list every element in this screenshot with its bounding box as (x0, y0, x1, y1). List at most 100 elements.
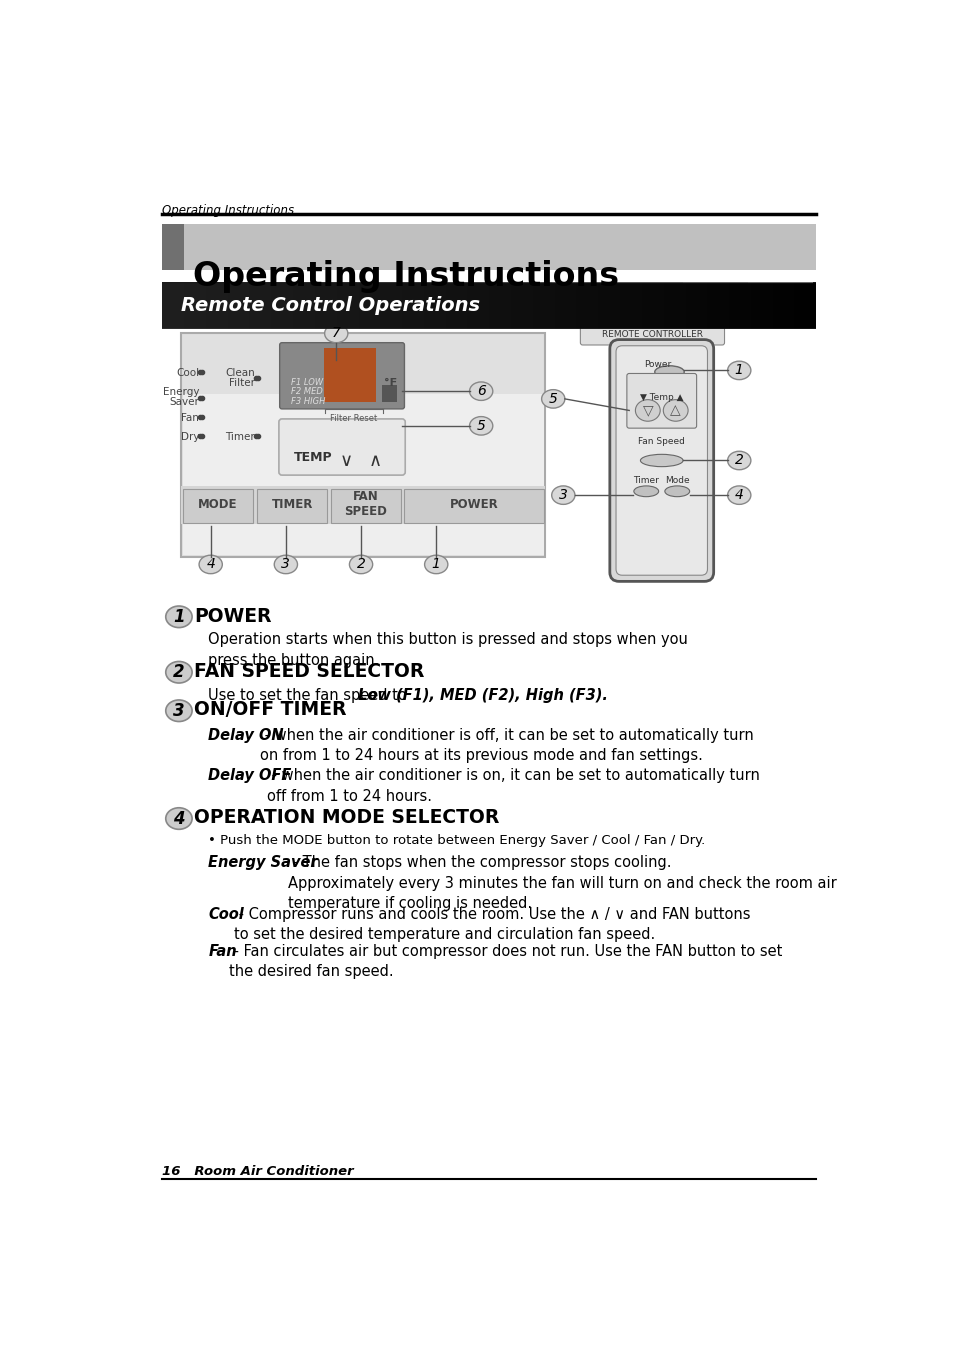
Text: TEMP: TEMP (294, 451, 332, 465)
FancyBboxPatch shape (609, 339, 713, 581)
FancyBboxPatch shape (552, 282, 617, 308)
Ellipse shape (635, 399, 659, 421)
Text: 5: 5 (476, 418, 485, 433)
FancyBboxPatch shape (617, 282, 682, 308)
Text: POWER: POWER (450, 498, 498, 511)
FancyBboxPatch shape (356, 282, 422, 308)
Ellipse shape (664, 485, 689, 496)
Text: △: △ (670, 403, 680, 417)
Text: Mode: Mode (664, 476, 689, 485)
Text: Energy Saver: Energy Saver (208, 856, 317, 871)
Text: ∧: ∧ (369, 452, 381, 470)
FancyBboxPatch shape (404, 489, 543, 522)
Text: Clean: Clean (225, 368, 254, 379)
Text: - when the air conditioner is off, it can be set to automatically turn
on from 1: - when the air conditioner is off, it ca… (260, 727, 753, 763)
Text: REMOTE CONTROLLER: REMOTE CONTROLLER (601, 331, 702, 339)
FancyBboxPatch shape (278, 418, 405, 476)
Ellipse shape (727, 451, 750, 470)
Text: MODE: MODE (198, 498, 237, 511)
Text: 4: 4 (206, 558, 215, 571)
Text: 5: 5 (548, 392, 558, 406)
Ellipse shape (469, 417, 493, 435)
Text: 1: 1 (734, 364, 743, 377)
Text: - when the air conditioner is on, it can be set to automatically turn
off from 1: - when the air conditioner is on, it can… (267, 768, 760, 804)
FancyBboxPatch shape (279, 343, 404, 409)
Text: Fan: Fan (181, 413, 199, 422)
FancyBboxPatch shape (181, 334, 545, 556)
Text: Power: Power (643, 361, 671, 369)
Text: Fan Speed: Fan Speed (638, 437, 684, 447)
Text: 1: 1 (172, 608, 185, 626)
Text: POWER: POWER (194, 607, 272, 626)
Ellipse shape (349, 555, 373, 574)
Text: Use to set the fan speed to: Use to set the fan speed to (208, 688, 412, 703)
Text: Fan: Fan (208, 945, 236, 960)
Ellipse shape (166, 700, 192, 722)
Ellipse shape (199, 555, 222, 574)
Ellipse shape (633, 485, 658, 496)
Text: ∨: ∨ (340, 452, 353, 470)
Ellipse shape (166, 808, 192, 830)
FancyBboxPatch shape (626, 373, 696, 428)
Text: 2: 2 (356, 558, 365, 571)
Text: Timer: Timer (633, 476, 659, 485)
Text: 2: 2 (172, 663, 185, 681)
Ellipse shape (639, 454, 682, 466)
FancyBboxPatch shape (162, 224, 183, 271)
Ellipse shape (166, 662, 192, 684)
FancyBboxPatch shape (579, 325, 723, 344)
Text: 3: 3 (281, 558, 290, 571)
FancyBboxPatch shape (257, 489, 327, 522)
Ellipse shape (662, 399, 687, 421)
Text: 7: 7 (332, 327, 340, 340)
FancyBboxPatch shape (616, 346, 707, 576)
Text: F3 HIGH: F3 HIGH (291, 396, 325, 406)
Text: Low (F1), MED (F2), High (F3).: Low (F1), MED (F2), High (F3). (357, 688, 607, 703)
FancyBboxPatch shape (747, 282, 812, 308)
Text: F2 MED: F2 MED (291, 387, 323, 396)
Text: Operating Instructions: Operating Instructions (162, 204, 294, 217)
FancyBboxPatch shape (487, 282, 552, 308)
Text: ▽: ▽ (641, 403, 653, 417)
Text: 2: 2 (734, 454, 743, 468)
Text: Cool: Cool (175, 368, 199, 379)
Text: FAN
SPEED: FAN SPEED (344, 491, 387, 518)
Ellipse shape (469, 381, 493, 401)
Text: Remote Control Operations: Remote Control Operations (181, 297, 480, 316)
Text: 3: 3 (172, 701, 185, 720)
Text: OPERATION MODE SELECTOR: OPERATION MODE SELECTOR (194, 808, 499, 827)
FancyBboxPatch shape (227, 282, 292, 308)
Ellipse shape (551, 485, 575, 504)
Text: Filter: Filter (229, 379, 254, 388)
Ellipse shape (424, 555, 447, 574)
Text: Saver: Saver (169, 398, 199, 407)
Text: 4: 4 (172, 809, 185, 827)
Ellipse shape (727, 485, 750, 504)
Text: • Push the MODE button to rotate between Energy Saver / Cool / Fan / Dry.: • Push the MODE button to rotate between… (208, 834, 705, 848)
Text: Operating Instructions: Operating Instructions (193, 260, 618, 294)
Text: FAN SPEED SELECTOR: FAN SPEED SELECTOR (194, 662, 424, 681)
FancyBboxPatch shape (162, 282, 815, 308)
FancyBboxPatch shape (381, 385, 397, 402)
Text: Delay ON: Delay ON (208, 727, 284, 742)
Text: Timer: Timer (225, 432, 254, 442)
Text: TIMER: TIMER (271, 498, 313, 511)
Text: Filter Reset: Filter Reset (330, 414, 377, 424)
FancyBboxPatch shape (183, 489, 253, 522)
Ellipse shape (324, 324, 348, 343)
Text: Cool: Cool (208, 908, 244, 923)
Text: Delay OFF: Delay OFF (208, 768, 292, 783)
Text: ▼ Temp ▲: ▼ Temp ▲ (639, 392, 682, 402)
Text: ON/OFF TIMER: ON/OFF TIMER (194, 700, 347, 719)
Text: - The fan stops when the compressor stops cooling.
Approximately every 3 minutes: - The fan stops when the compressor stop… (288, 856, 836, 912)
FancyBboxPatch shape (183, 394, 543, 555)
Text: 3: 3 (558, 488, 567, 502)
Ellipse shape (654, 366, 683, 379)
FancyBboxPatch shape (682, 282, 747, 308)
Text: Operation starts when this button is pressed and stops when you
press the button: Operation starts when this button is pre… (208, 632, 687, 667)
Text: °F: °F (383, 379, 396, 388)
Text: Dry: Dry (180, 432, 199, 442)
Text: F1 LOW: F1 LOW (291, 379, 323, 387)
Ellipse shape (166, 606, 192, 627)
Text: 6: 6 (476, 384, 485, 398)
